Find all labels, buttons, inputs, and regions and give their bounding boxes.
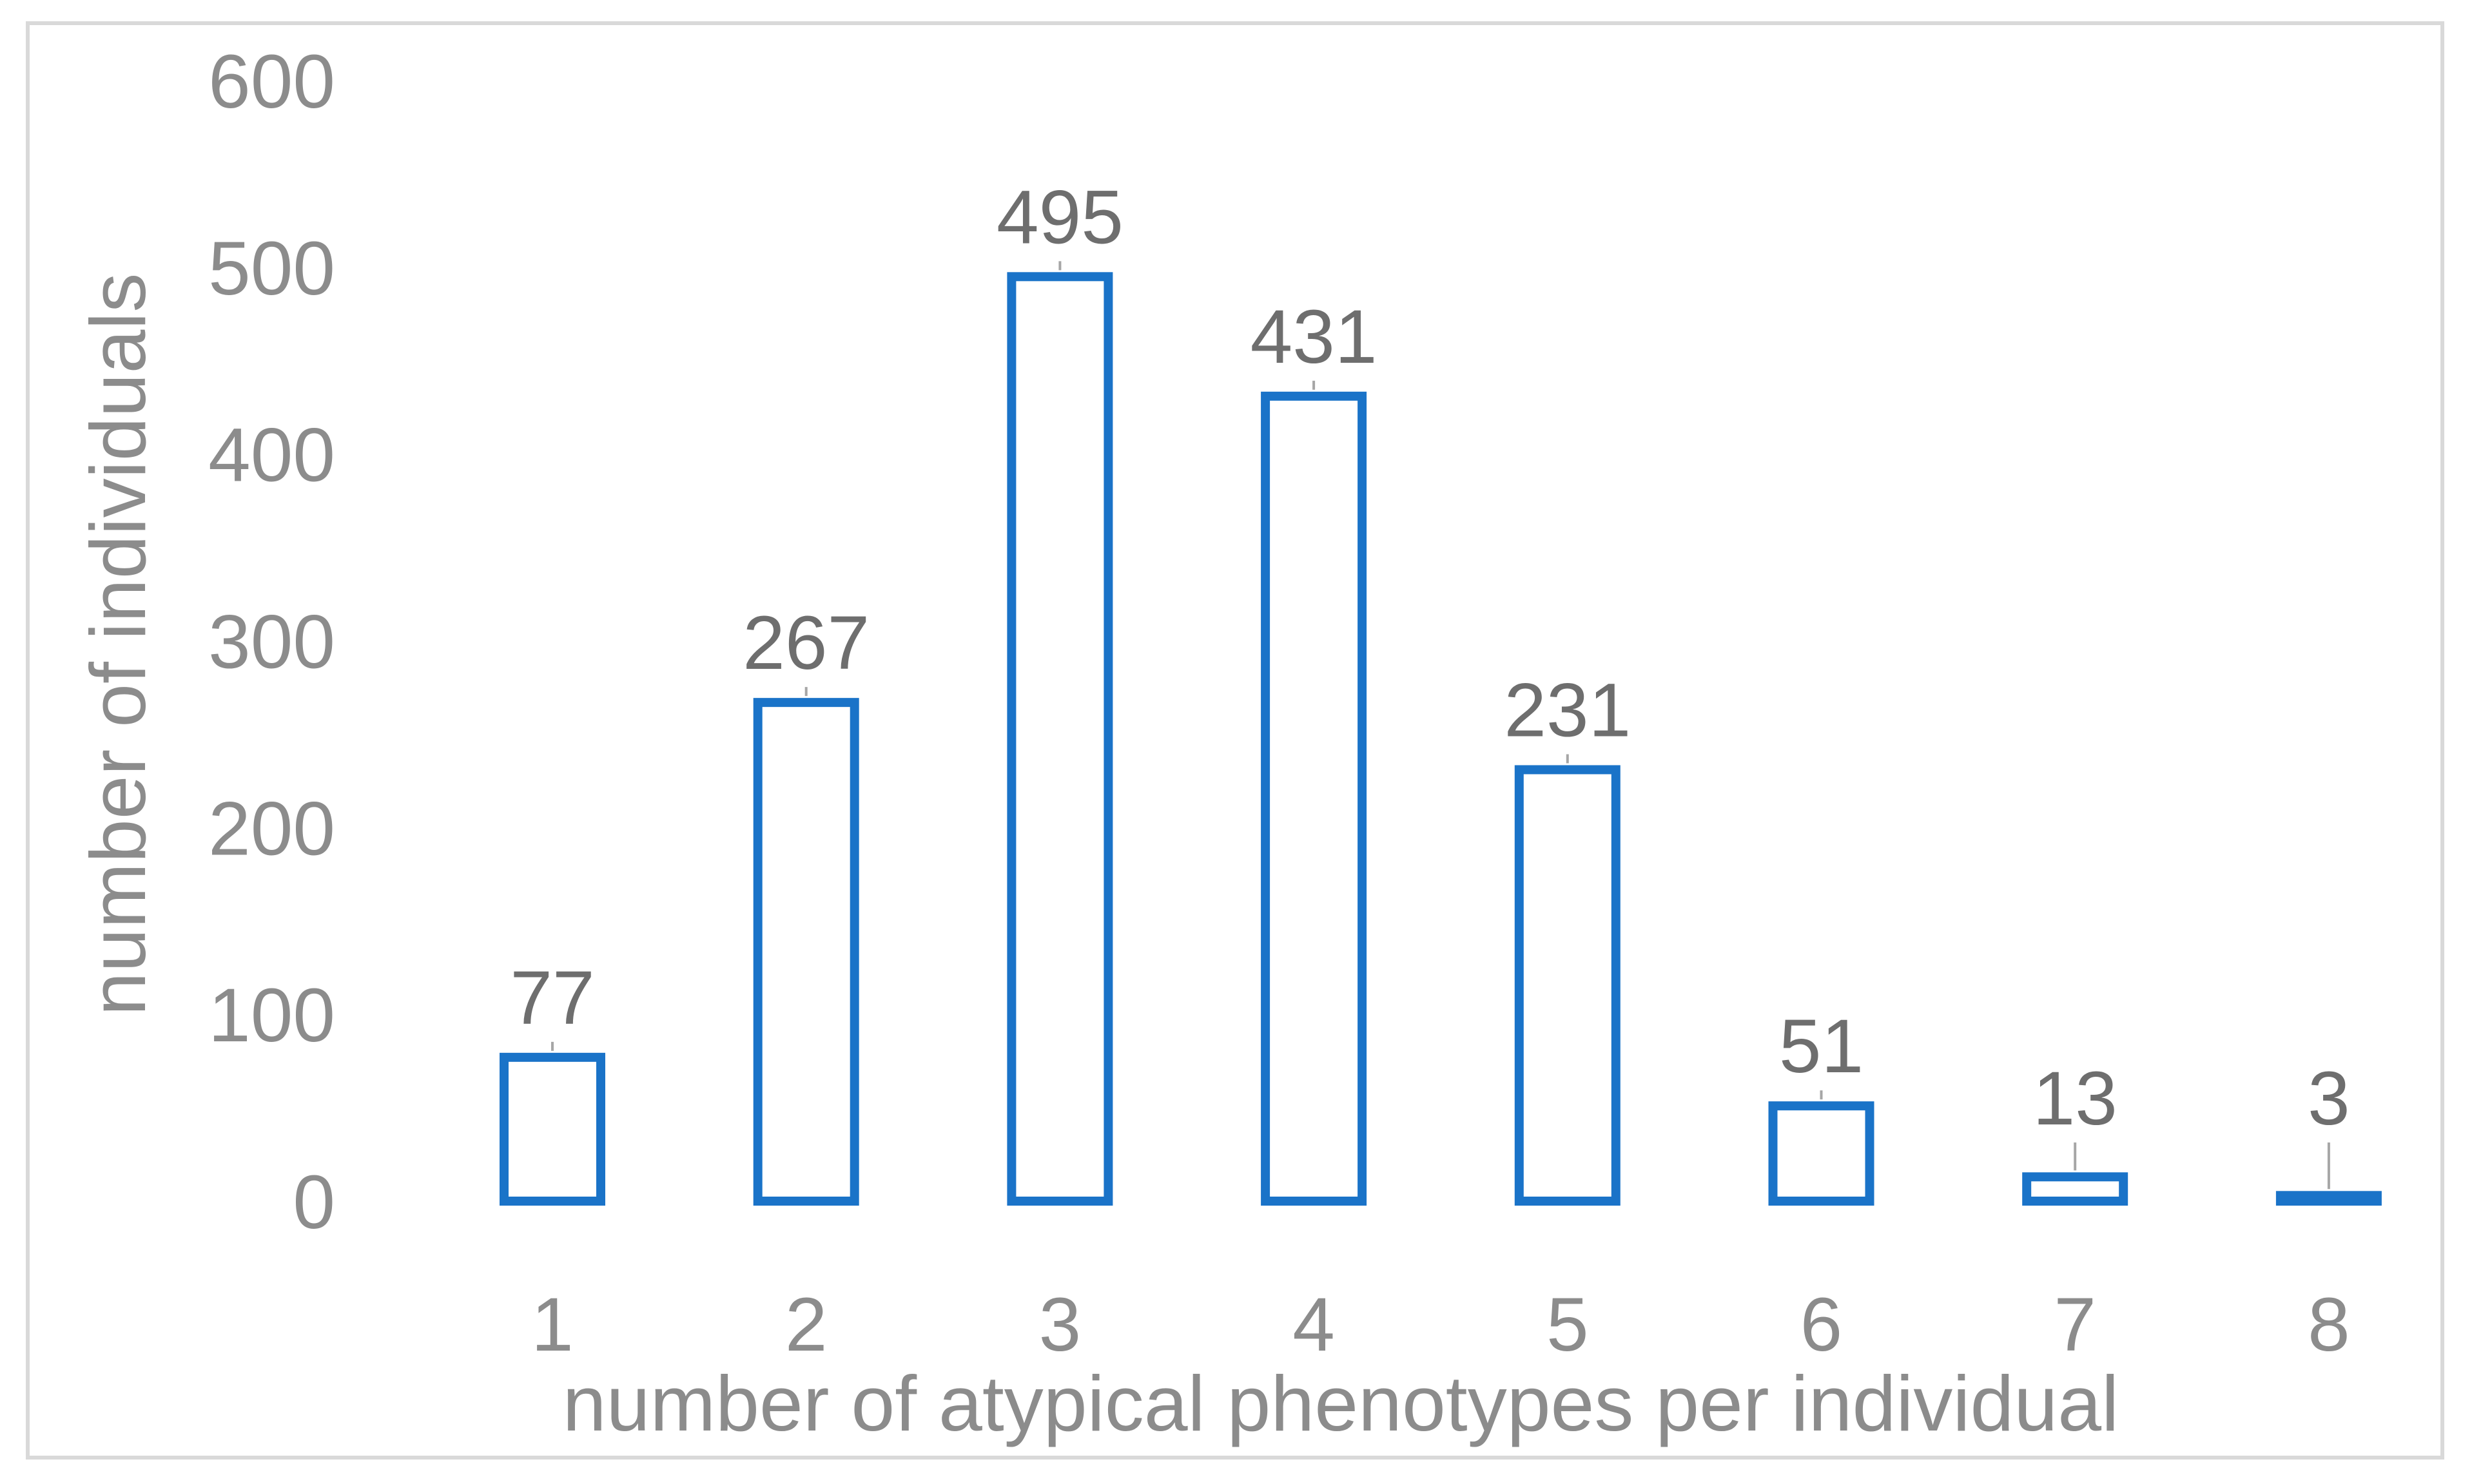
x-tick-label: 6 bbox=[1800, 1282, 1843, 1367]
bar bbox=[2275, 1191, 2382, 1206]
data-label: 495 bbox=[997, 175, 1124, 260]
bar bbox=[753, 698, 859, 1206]
x-axis-title: number of atypical phenotypes per indivi… bbox=[563, 1360, 2119, 1447]
x-tick-label: 4 bbox=[1292, 1282, 1335, 1367]
x-tick-label: 2 bbox=[785, 1282, 828, 1367]
y-tick-label: 300 bbox=[208, 600, 335, 685]
y-tick-label: 500 bbox=[208, 226, 335, 311]
chart-frame bbox=[26, 21, 2444, 1460]
data-label: 77 bbox=[510, 956, 594, 1041]
x-tick-label: 7 bbox=[2054, 1282, 2096, 1367]
data-label-leaders bbox=[551, 261, 2330, 1190]
y-axis-title: number of individuals bbox=[74, 273, 162, 1016]
y-tick-label: 200 bbox=[208, 786, 335, 871]
y-tick-label: 100 bbox=[208, 973, 335, 1058]
bars bbox=[500, 272, 2382, 1206]
bar bbox=[2022, 1172, 2128, 1206]
x-tick-label: 1 bbox=[531, 1282, 574, 1367]
y-tick-label: 600 bbox=[208, 39, 335, 124]
bar bbox=[1514, 765, 1620, 1206]
data-label: 231 bbox=[1504, 668, 1631, 753]
data-label: 51 bbox=[1779, 1004, 1864, 1089]
y-tick-label: 0 bbox=[293, 1160, 335, 1245]
x-axis-ticks: 1 2 3 4 5 6 7 8 bbox=[531, 1282, 2350, 1367]
bar bbox=[500, 1052, 605, 1206]
data-labels: 77 267 495 431 231 51 13 3 bbox=[510, 175, 2350, 1141]
y-tick-label: 400 bbox=[208, 413, 335, 498]
bar bbox=[1007, 272, 1113, 1206]
data-label: 431 bbox=[1251, 294, 1377, 380]
data-label: 13 bbox=[2033, 1056, 2117, 1141]
x-tick-label: 5 bbox=[1546, 1282, 1589, 1367]
bar bbox=[1768, 1101, 1874, 1206]
x-tick-label: 3 bbox=[1039, 1282, 1082, 1367]
data-label: 3 bbox=[2308, 1056, 2350, 1141]
x-tick-label: 8 bbox=[2308, 1282, 2350, 1367]
y-axis-ticks: 0 100 200 300 400 500 600 bbox=[208, 39, 335, 1245]
data-label: 267 bbox=[743, 601, 870, 686]
bar bbox=[1261, 391, 1367, 1206]
